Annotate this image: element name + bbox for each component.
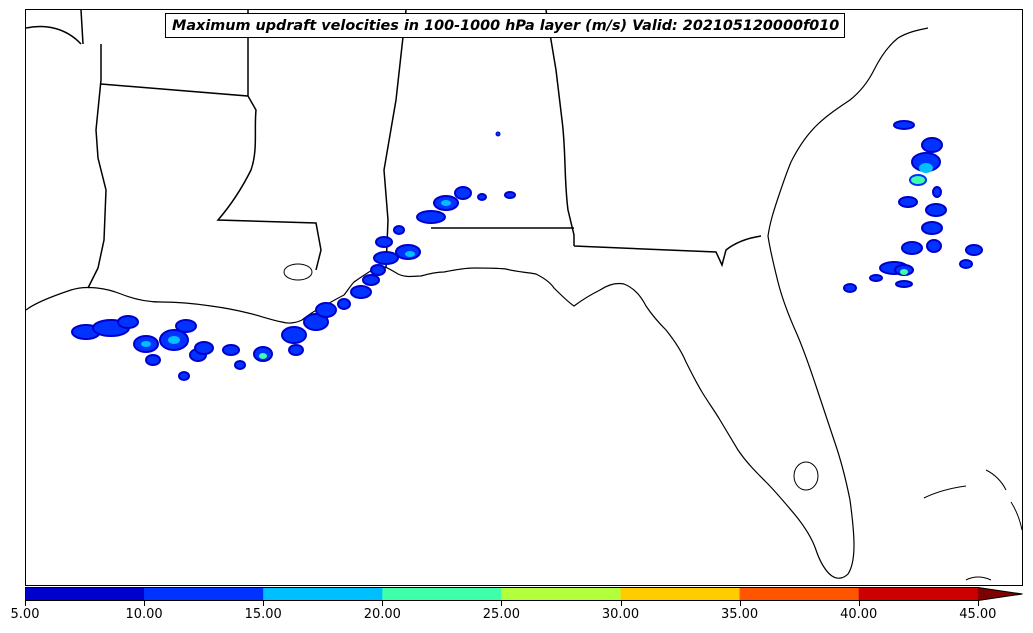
colorbar-segment	[263, 587, 383, 601]
colorbar-tick-label: 10.00	[125, 607, 163, 622]
lake-pontchartrain	[283, 263, 313, 281]
colorbar-tick	[263, 601, 265, 606]
colorbar-extend-arrow	[977, 587, 1023, 601]
colorbar-tick-label: 40.00	[840, 607, 878, 622]
colorbar-tick	[739, 601, 741, 606]
colorbar-segment	[382, 587, 502, 601]
colorbar-tick-label: 30.00	[601, 607, 640, 622]
keys-outline	[965, 576, 992, 581]
colorbar-segment	[501, 587, 621, 601]
colorbar-tick	[858, 601, 860, 606]
updraft-cells	[71, 120, 983, 381]
colorbar-segment	[739, 587, 860, 601]
colorbar-segment	[858, 587, 979, 601]
colorbar-tick-label: 15.00	[244, 607, 282, 622]
colorbar-segment	[620, 587, 741, 601]
map-panel	[25, 9, 1023, 586]
colorbar-tick	[620, 601, 622, 606]
colorbar-tick-label: 45.00	[959, 607, 997, 622]
colorbar-tick-label: 25.00	[482, 607, 520, 622]
colorbar-tick-label: 35.00	[720, 607, 759, 622]
bahamas-outline	[923, 469, 1022, 531]
colorbar-segment	[25, 587, 145, 601]
colorbar-tick	[382, 601, 384, 606]
map-title: Maximum updraft velocities in 100-1000 h…	[165, 13, 846, 38]
colorbar-tick-label: 5.00	[10, 607, 40, 622]
colorbar-tick	[25, 601, 26, 606]
colorbar-tick	[144, 601, 146, 606]
lake-okeechobee	[793, 461, 819, 491]
colorbar-tick	[977, 601, 979, 606]
colorbar-tick	[501, 601, 503, 606]
state-borders	[26, 10, 762, 289]
colorbar-tick-label: 20.00	[363, 607, 401, 622]
coastline	[26, 27, 929, 579]
colorbar-outline	[25, 587, 1023, 601]
map-canvas	[26, 10, 1022, 581]
colorbar	[25, 587, 1023, 601]
colorbar-segment	[144, 587, 264, 601]
